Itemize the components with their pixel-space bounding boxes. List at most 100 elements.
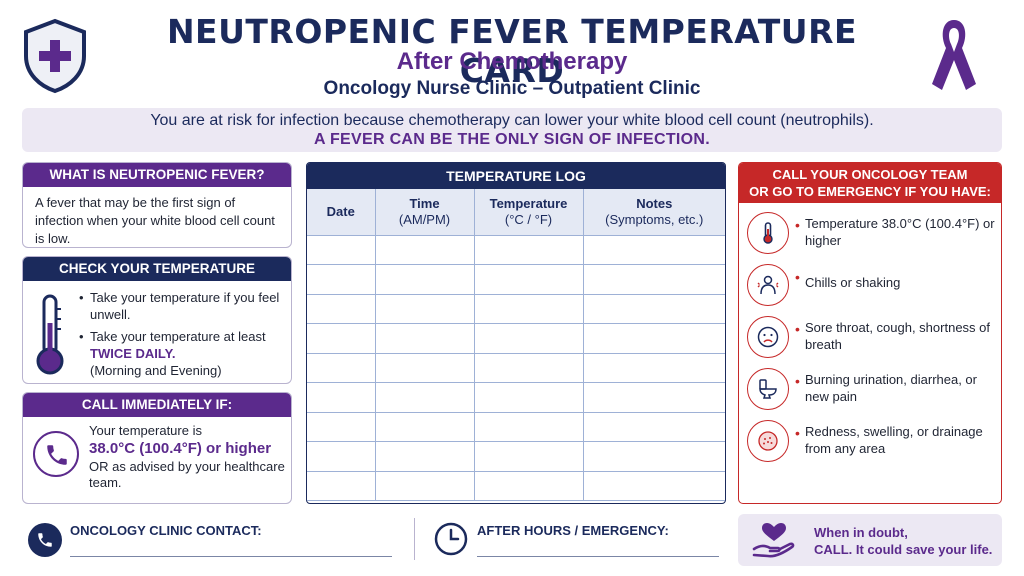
clinic-name: Oncology Nurse Clinic – Outpatient Clini…	[323, 78, 701, 99]
log-cell-time[interactable]	[375, 412, 475, 442]
log-cell-date[interactable]	[307, 471, 376, 501]
log-cell-notes[interactable]	[583, 323, 725, 354]
log-cell-date[interactable]	[307, 323, 376, 354]
log-cell-date[interactable]	[307, 382, 376, 413]
call-immediately-heading: CALL IMMEDIATELY IF:	[23, 393, 291, 417]
log-cell-notes[interactable]	[583, 235, 725, 265]
symptom-text: Burning urination, diarrhea, or new pain	[805, 372, 977, 404]
log-cell-temperature[interactable]	[474, 441, 584, 472]
log-cell-temperature[interactable]	[474, 294, 584, 324]
log-cell-date[interactable]	[307, 294, 376, 324]
column-header-date: Date	[307, 189, 376, 236]
log-row	[307, 264, 725, 295]
check-bullet-2-note: (Morning and Evening)	[90, 363, 222, 378]
page-subtitle: After Chemotherapy	[396, 48, 628, 75]
log-cell-date[interactable]	[307, 441, 376, 472]
when-in-doubt-text: When in doubt, CALL. It could save your …	[814, 524, 992, 558]
check-temperature-panel: CHECK YOUR TEMPERATURE Take your tempera…	[22, 256, 292, 384]
heart-hand-icon	[752, 523, 795, 558]
log-cell-temperature[interactable]	[474, 235, 584, 265]
fever-warning: A FEVER CAN BE THE ONLY SIGN OF INFECTIO…	[313, 131, 711, 148]
column-header-time: Time (AM/PM)	[375, 189, 475, 236]
log-row	[307, 412, 725, 442]
log-cell-temperature[interactable]	[474, 353, 584, 383]
symptom-text: Chills or shaking	[805, 275, 901, 290]
call-immediately-text: Your temperature is 38.0°C (100.4°F) or …	[89, 423, 289, 491]
phone-icon	[33, 431, 79, 477]
symptom-item: • Sore throat, cough, shortness of breat…	[739, 311, 1001, 363]
when-in-doubt-line-1: When in doubt,	[814, 525, 908, 540]
log-cell-date[interactable]	[307, 264, 376, 295]
log-cell-date[interactable]	[307, 412, 376, 442]
risk-banner: You are at risk for infection because ch…	[22, 108, 1002, 152]
sad-face-icon	[747, 316, 789, 358]
temperature-log-table: Date Time (AM/PM) Temperature (°C / °F) No…	[307, 189, 725, 501]
call-immediately-panel: CALL IMMEDIATELY IF: Your temperature is…	[22, 392, 292, 504]
log-row	[307, 382, 725, 413]
what-is-heading: WHAT IS NEUTROPENIC FEVER?	[23, 163, 291, 187]
when-in-doubt-box: When in doubt, CALL. It could save your …	[738, 514, 1002, 566]
log-row	[307, 353, 725, 383]
log-cell-temperature[interactable]	[474, 412, 584, 442]
temperature-log-heading: TEMPERATURE LOG	[307, 163, 725, 189]
toilet-icon	[747, 368, 789, 410]
log-cell-temperature[interactable]	[474, 382, 584, 413]
page-title: NEUTROPENIC FEVER TEMPERATURE CARD	[166, 12, 858, 90]
log-row	[307, 235, 725, 265]
check-bullet-1: Take your temperature if you feel unwell…	[79, 289, 284, 323]
log-cell-time[interactable]	[375, 382, 475, 413]
after-hours-field[interactable]	[477, 556, 719, 557]
log-cell-notes[interactable]	[583, 412, 725, 442]
log-row	[307, 471, 725, 501]
log-cell-temperature[interactable]	[474, 471, 584, 501]
call-line-1: Your temperature is	[89, 423, 202, 438]
log-row	[307, 441, 725, 472]
log-cell-notes[interactable]	[583, 264, 725, 295]
log-row	[307, 294, 725, 324]
temperature-log: TEMPERATURE LOG Date Time (AM/PM) Tempera…	[306, 162, 726, 504]
footer-divider	[414, 518, 415, 560]
log-cell-time[interactable]	[375, 441, 475, 472]
log-cell-temperature[interactable]	[474, 323, 584, 354]
log-cell-notes[interactable]	[583, 382, 725, 413]
symptom-item: • Temperature 38.0°C (100.4°F) or higher	[739, 207, 1001, 259]
log-cell-notes[interactable]	[583, 441, 725, 472]
twice-daily-emphasis: TWICE DAILY.	[90, 346, 176, 361]
check-temperature-heading: CHECK YOUR TEMPERATURE	[23, 257, 291, 281]
check-bullet-2: Take your temperature at least TWICE DAI…	[79, 328, 284, 379]
log-cell-time[interactable]	[375, 264, 475, 295]
symptom-item: • Redness, swelling, or drainage from an…	[739, 415, 1001, 467]
log-cell-time[interactable]	[375, 235, 475, 265]
call-line-3: OR as advised by your healthcare team.	[89, 459, 285, 490]
log-cell-time[interactable]	[375, 323, 475, 354]
thermometer-icon	[747, 212, 789, 254]
symptom-item: • Chills or shaking	[739, 259, 1001, 311]
what-is-panel: WHAT IS NEUTROPENIC FEVER? A fever that …	[22, 162, 292, 248]
check-temperature-list: Take your temperature if you feel unwell…	[79, 289, 284, 383]
clinic-contact-label: ONCOLOGY CLINIC CONTACT:	[70, 523, 262, 538]
shivering-person-icon	[747, 264, 789, 306]
thermometer-icon	[36, 294, 64, 375]
log-cell-notes[interactable]	[583, 294, 725, 324]
log-cell-time[interactable]	[375, 294, 475, 324]
log-cell-notes[interactable]	[583, 353, 725, 383]
log-cell-notes[interactable]	[583, 471, 725, 501]
clinic-contact-field[interactable]	[70, 556, 392, 557]
what-is-text: A fever that may be the first sign of in…	[35, 195, 275, 246]
risk-text: You are at risk for infection because ch…	[150, 112, 874, 129]
symptom-text: Sore throat, cough, shortness of breath	[805, 320, 990, 352]
log-cell-date[interactable]	[307, 235, 376, 265]
call-team-heading-line-1: CALL YOUR ONCOLOGY TEAM	[772, 167, 968, 182]
symptom-item: • Burning urination, diarrhea, or new pa…	[739, 363, 1001, 415]
log-cell-time[interactable]	[375, 471, 475, 501]
awareness-ribbon-icon	[932, 20, 976, 90]
log-cell-time[interactable]	[375, 353, 475, 383]
skin-redness-icon	[747, 420, 789, 462]
check-bullet-2-text: Take your temperature at least	[90, 329, 266, 344]
log-cell-date[interactable]	[307, 353, 376, 383]
symptom-text: Temperature 38.0°C (100.4°F) or higher	[805, 216, 995, 248]
clock-icon	[434, 522, 468, 556]
call-team-panel: CALL YOUR ONCOLOGY TEAM OR GO TO EMERGEN…	[738, 162, 1002, 504]
log-cell-temperature[interactable]	[474, 264, 584, 295]
log-row	[307, 323, 725, 354]
